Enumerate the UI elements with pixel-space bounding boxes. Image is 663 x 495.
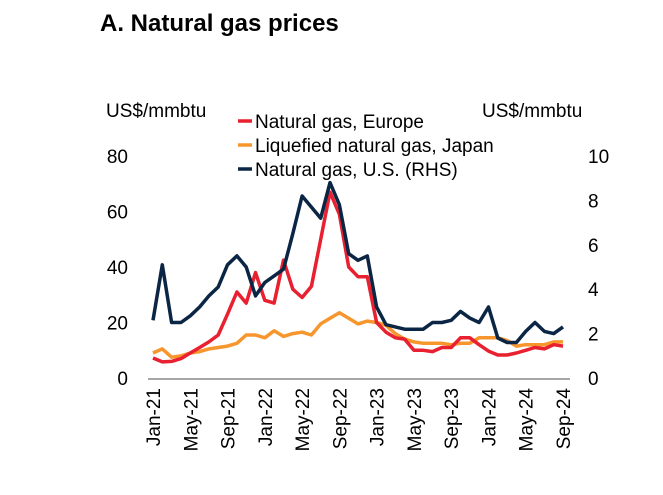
right-tick-label: 8	[588, 191, 599, 212]
right-tick-label: 6	[588, 236, 599, 257]
series-line-1	[152, 311, 563, 359]
x-tick-label: Jan-24	[479, 388, 500, 447]
left-axis-label: US$/mmbtu	[106, 101, 206, 122]
x-tick-label: Sep-22	[330, 388, 351, 449]
series-lines	[151, 180, 565, 364]
right-tick-label: 2	[588, 325, 599, 346]
chart-title: A. Natural gas prices	[100, 10, 339, 37]
right-tick-label: 10	[588, 147, 609, 168]
legend-label: Natural gas, U.S. (RHS)	[255, 160, 458, 181]
legend: Natural gas, Europe Liquefied natural gas…	[238, 112, 494, 181]
series-line-2	[151, 180, 565, 345]
x-axis-ticks: Jan-21 May-21 Sep-21 Jan-22 May-22 Sep-22 Jan-…	[144, 388, 575, 452]
left-tick-label: 80	[107, 147, 128, 168]
x-tick-label: Sep-21	[219, 388, 240, 449]
legend-label: Liquefied natural gas, Japan	[255, 136, 494, 157]
right-tick-label: 0	[588, 369, 599, 390]
left-tick-label: 0	[117, 369, 128, 390]
x-tick-label: Jan-23	[368, 388, 389, 446]
right-axis-label: US$/mmbtu	[482, 101, 582, 122]
x-tick-label: May-21	[181, 388, 202, 451]
left-tick-label: 20	[107, 314, 128, 335]
left-axis-ticks: 0 20 40 60 80	[107, 147, 128, 390]
x-tick-label: Sep-24	[554, 388, 575, 450]
series-line-0	[152, 190, 564, 364]
left-tick-label: 40	[107, 258, 128, 279]
x-tick-label: May-22	[293, 388, 314, 451]
left-tick-label: 60	[107, 203, 128, 224]
right-axis-ticks: 0 2 4 6 8 10	[588, 147, 609, 390]
x-tick-label: Sep-23	[442, 388, 463, 449]
legend-label: Natural gas, Europe	[255, 112, 424, 133]
x-tick-label: May-23	[405, 388, 426, 451]
x-tick-label: May-24	[517, 388, 538, 452]
x-tick-label: Jan-22	[256, 388, 277, 446]
right-tick-label: 4	[588, 280, 599, 301]
x-tick-label: Jan-21	[144, 388, 165, 446]
